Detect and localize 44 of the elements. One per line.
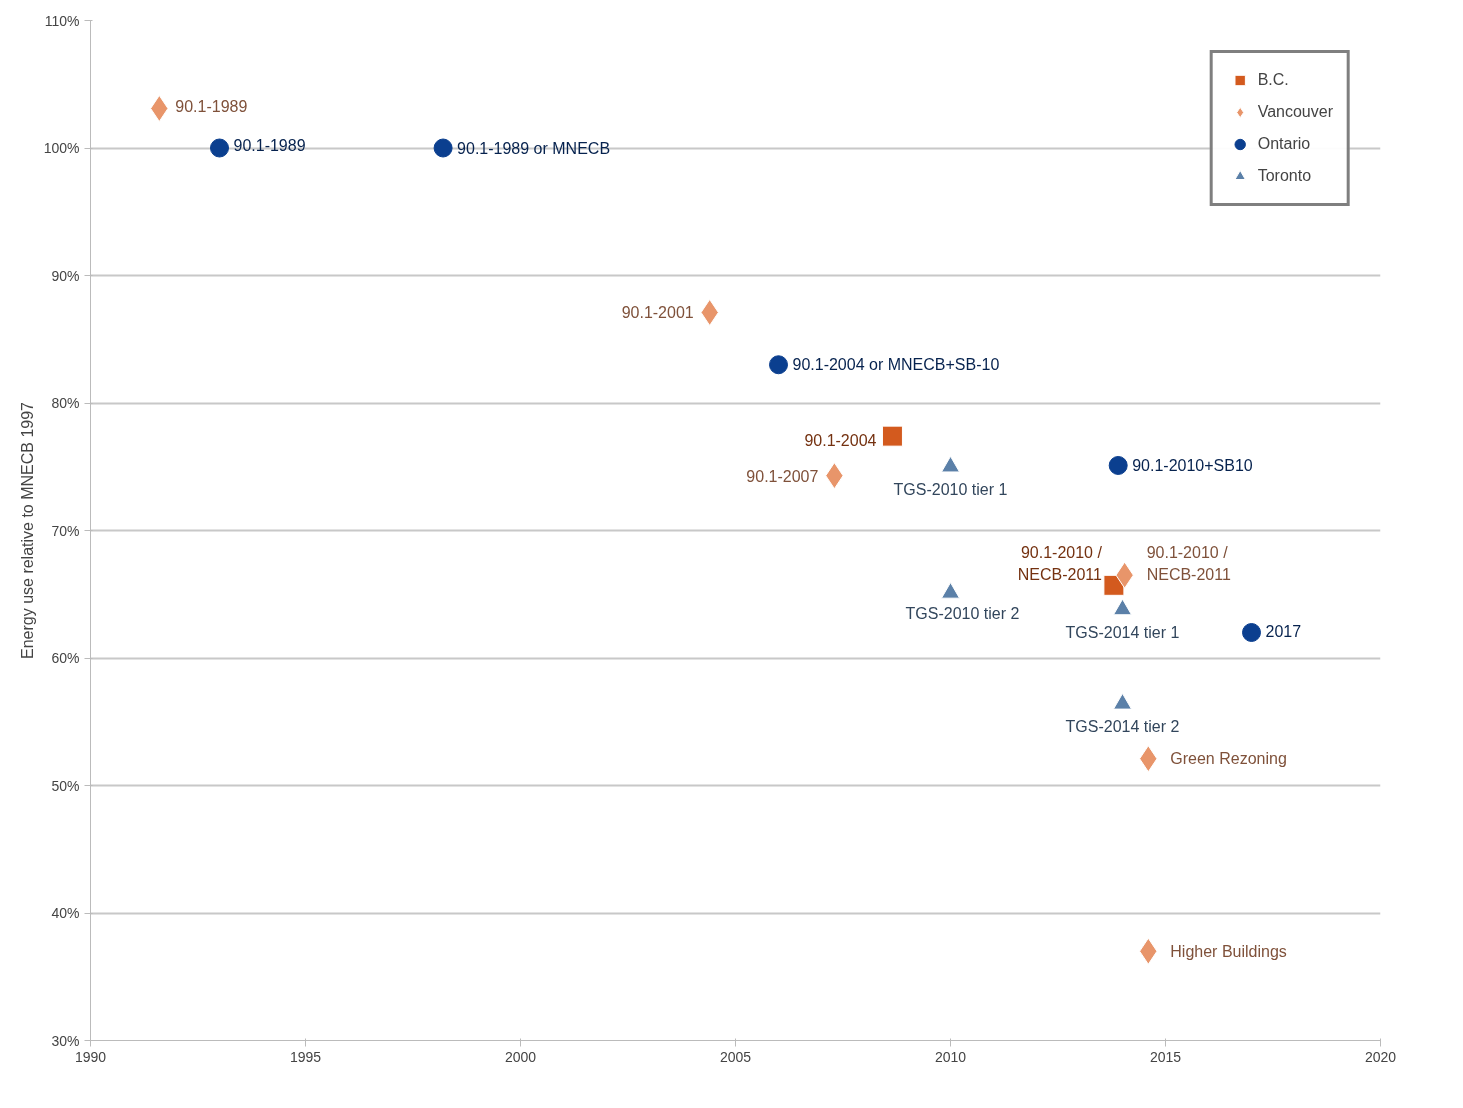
annotation: 90.1-2004 <box>804 432 877 450</box>
legend-label: Vancouver <box>1257 103 1333 121</box>
legend-label: Ontario <box>1257 135 1311 153</box>
x-tick-label: 2020 <box>1364 1048 1397 1065</box>
x-tick-label: 2010 <box>934 1048 967 1065</box>
y-tick-label: 100% <box>43 140 80 156</box>
y-tick-label: 50% <box>51 777 80 794</box>
x-tick-label: 2005 <box>719 1048 752 1065</box>
annotation: 90.1-2010 / NECB-2011 <box>1017 544 1103 584</box>
y-tick-label: 30% <box>51 1032 80 1049</box>
y-axis-title: Energy use relative to MNECB 1997 <box>18 401 36 660</box>
y-tick-label: 80% <box>51 395 80 411</box>
y-tick-label: 90% <box>51 267 80 284</box>
y-tick-label: 60% <box>51 650 80 666</box>
x-tick-label: 1990 <box>74 1048 107 1065</box>
annotation: 90.1-2010 / NECB-2011 <box>1146 544 1231 584</box>
annotation: 90.1-1989 or MNECB <box>457 139 611 157</box>
point <box>769 355 788 375</box>
point <box>210 138 229 158</box>
annotation: Higher Buildings <box>1170 942 1287 960</box>
legend-label: Toronto <box>1257 167 1312 185</box>
annotation: 90.1-2004 or MNECB+SB-10 <box>792 356 1000 374</box>
annotation: 2017 <box>1265 622 1302 640</box>
annotation: TGS-2010 tier 1 <box>893 480 1008 498</box>
annotation: Green Rezoning <box>1170 750 1287 768</box>
annotation: 90.1-2010+SB10 <box>1132 456 1253 474</box>
x-tick-label: 1995 <box>289 1048 322 1065</box>
legend-label: B.C. <box>1257 71 1289 89</box>
annotation: 90.1-1989 <box>175 98 248 116</box>
annotation: 90.1-2007 <box>746 467 819 485</box>
annotation: TGS-2014 tier 1 <box>1065 623 1180 641</box>
annotation: TGS-2010 tier 2 <box>905 604 1020 622</box>
point <box>433 138 453 158</box>
point <box>881 425 903 447</box>
x-tick-label: 2015 <box>1149 1048 1182 1065</box>
point <box>1108 455 1128 475</box>
point <box>1242 623 1261 642</box>
x-tick-label: 2000 <box>504 1048 537 1065</box>
annotation: 90.1-1989 <box>233 137 306 154</box>
annotation: TGS-2014 tier 2 <box>1065 717 1180 735</box>
annotation: 90.1-2001 <box>621 304 694 322</box>
y-tick-label: 110% <box>44 12 80 29</box>
y-tick-label: 70% <box>51 522 80 539</box>
y-tick-label: 40% <box>51 905 80 921</box>
